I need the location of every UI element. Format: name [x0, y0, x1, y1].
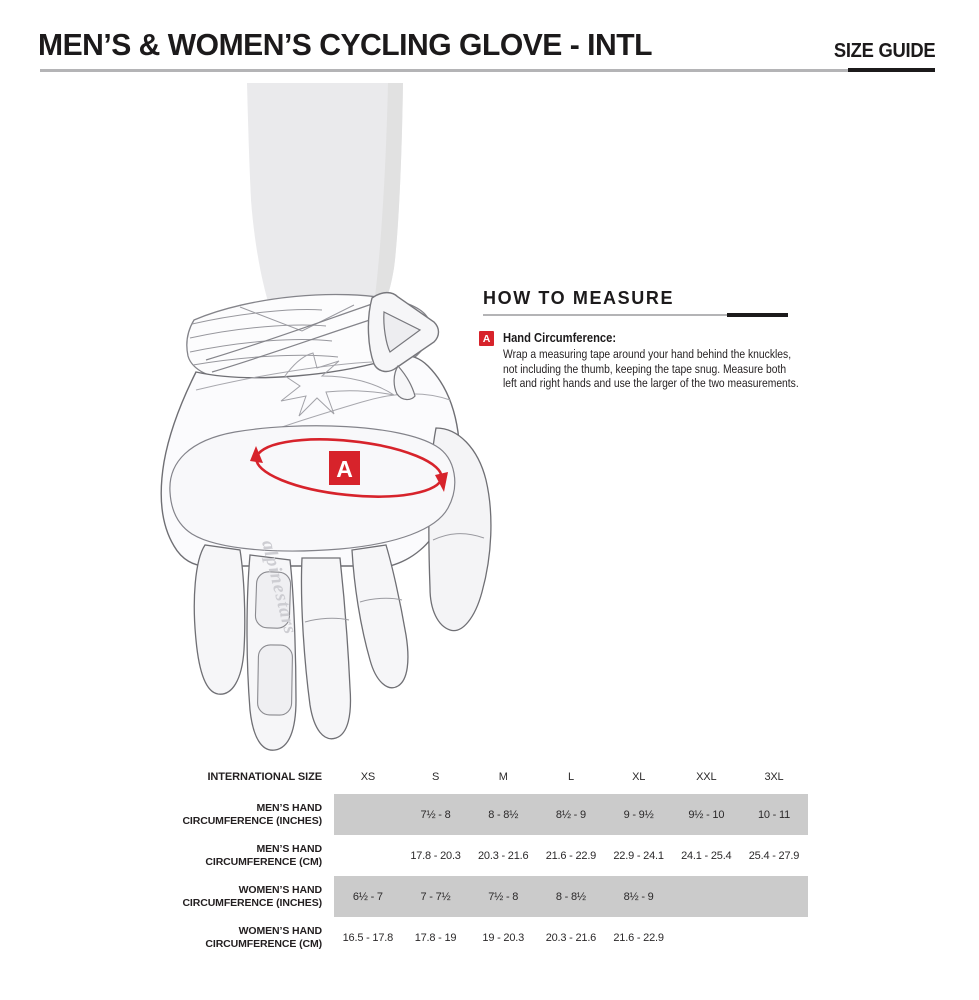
finger-crease	[304, 617, 350, 623]
table-cell: 8½ - 9	[623, 890, 654, 903]
measure-heading: HOW TO MEASURE	[483, 288, 675, 308]
table-cell: 9 - 9½	[623, 808, 654, 821]
glove-marker-a-box	[329, 451, 360, 485]
table-cell: 17.8 - 19	[414, 931, 457, 944]
column-header: XXL	[696, 771, 717, 783]
measure-text: Wrap a measuring tape around your hand b…	[503, 347, 799, 391]
table-cell: 20.3 - 21.6	[478, 849, 529, 862]
size-guide-label: SIZE GUIDE	[833, 40, 935, 62]
table-cell	[334, 794, 402, 835]
table-row: MEN’S HAND CIRCUMFERENCE (CM) 17.8 - 20.…	[0, 835, 979, 876]
size-table: INTERNATIONAL SIZE XS S M L XL XXL 3XL M…	[0, 760, 979, 958]
table-cell: 25.4 - 27.9	[748, 849, 800, 862]
finger	[351, 544, 409, 689]
table-cell: 7 - 7½	[420, 890, 451, 903]
cuff-zigzag	[239, 304, 355, 332]
finger-crease	[359, 597, 403, 603]
glove-illustration: alpinestars A	[128, 83, 520, 753]
table-cell: 20.3 - 21.6	[545, 931, 597, 944]
row-cells: 16.5 - 17.8 17.8 - 19 19 - 20.3 20.3 - 2…	[334, 917, 808, 958]
table-cell: 10 - 11	[757, 808, 790, 821]
finger	[193, 544, 246, 695]
table-cell: 19 - 20.3	[482, 931, 525, 944]
table-cell: 8½ - 9	[555, 808, 586, 821]
cuff-strap-line	[205, 303, 373, 361]
glove-marker-a-label: A	[336, 456, 353, 482]
cuff-elastic-line	[192, 354, 339, 366]
forearm-shade	[374, 83, 403, 305]
row-label: MEN’S HAND CIRCUMFERENCE (INCHES)	[182, 802, 322, 827]
column-header: 3XL	[764, 771, 784, 783]
star-logo	[280, 352, 395, 417]
table-cell: 21.6 - 22.9	[545, 849, 597, 862]
column-header: L	[567, 771, 574, 783]
measure-item-title: Hand Circumference:	[503, 330, 617, 345]
table-cell: 7½ - 8	[488, 890, 519, 903]
cuff-elastic-line	[191, 309, 323, 325]
row-label: WOMEN’S HAND CIRCUMFERENCE (INCHES)	[182, 884, 322, 909]
table-header-label: INTERNATIONAL SIZE	[207, 770, 322, 783]
buckle-strap-end	[393, 365, 416, 401]
table-cell: 9½ - 10	[688, 808, 725, 821]
table-row: MEN’S HAND CIRCUMFERENCE (INCHES) 7½ - 8…	[0, 794, 979, 835]
seam-line	[195, 361, 373, 391]
measure-text-line: Wrap a measuring tape around your hand b…	[503, 347, 792, 361]
cuff-strap-line	[211, 317, 377, 373]
finger	[300, 557, 352, 740]
column-header: XS	[360, 771, 375, 783]
arrow-head	[250, 446, 263, 463]
table-cell: 8 - 8½	[555, 890, 586, 903]
finger-pad	[257, 644, 293, 716]
table-cell: 16.5 - 17.8	[342, 931, 394, 944]
row-cells: 7½ - 8 8 - 8½ 8½ - 9 9 - 9½ 9½ - 10 10 -…	[334, 794, 808, 835]
table-cell: 21.6 - 22.9	[613, 931, 664, 944]
row-cells: 6½ - 7 7 - 7½ 7½ - 8 8 - 8½ 8½ - 9	[334, 876, 808, 917]
column-header: M	[498, 771, 508, 783]
buckle-window	[383, 311, 422, 353]
measure-text-line: left and right hands and use the larger …	[503, 376, 799, 391]
table-row: WOMEN’S HAND CIRCUMFERENCE (INCHES) 6½ -…	[0, 876, 979, 917]
forearm	[247, 83, 403, 308]
table-cell	[740, 876, 808, 917]
marker-a-badge: A	[479, 331, 494, 346]
table-header-cells: XS S M L XL XXL 3XL	[334, 760, 808, 794]
table-cell: 24.1 - 25.4	[681, 849, 732, 862]
table-cell	[672, 917, 740, 958]
row-label: WOMEN’S HAND CIRCUMFERENCE (CM)	[205, 925, 322, 950]
thumb-crease	[432, 533, 485, 541]
page-title: MEN’S & WOMEN’S CYCLING GLOVE - INTL	[38, 27, 653, 62]
measure-text-line: not including the thumb, keeping the tap…	[503, 361, 787, 376]
title-rule-accent	[848, 68, 935, 72]
table-cell: 8 - 8½	[488, 808, 519, 821]
table-header-row: INTERNATIONAL SIZE XS S M L XL XXL 3XL	[0, 760, 979, 794]
table-cell	[672, 876, 740, 917]
glove-illustration-svg: alpinestars A	[160, 83, 492, 751]
measure-rule	[483, 314, 788, 316]
table-row: WOMEN’S HAND CIRCUMFERENCE (CM) 16.5 - 1…	[0, 917, 979, 958]
table-cell: 22.9 - 24.1	[613, 849, 664, 862]
column-header: S	[431, 771, 440, 783]
cuff-elastic-line	[189, 338, 333, 353]
table-cell: 7½ - 8	[420, 808, 451, 821]
column-header: XL	[632, 771, 646, 783]
table-cell	[334, 835, 402, 876]
row-label: MEN’S HAND CIRCUMFERENCE (CM)	[205, 843, 322, 868]
measure-rule-accent	[727, 313, 788, 317]
finger-pad	[254, 571, 292, 629]
table-cell: 17.8 - 20.3	[410, 849, 461, 862]
row-cells: 17.8 - 20.3 20.3 - 21.6 21.6 - 22.9 22.9…	[334, 835, 808, 876]
arrow-head	[435, 472, 448, 492]
table-cell: 6½ - 7	[352, 890, 383, 903]
table-cell	[740, 917, 808, 958]
title-rule	[40, 69, 935, 72]
